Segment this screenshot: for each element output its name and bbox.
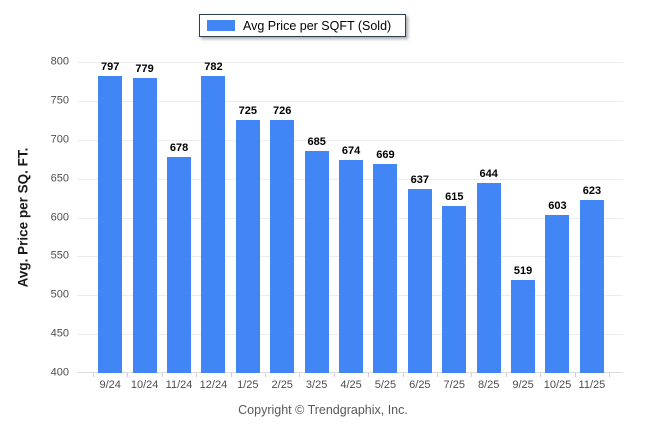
bar: [407, 188, 432, 373]
y-tick-label: 450: [50, 327, 69, 340]
bar-value-label: 674: [341, 144, 361, 157]
bar: [339, 159, 364, 373]
x-tick-label: 6/25: [409, 379, 431, 391]
x-axis-tick: [299, 373, 301, 377]
x-axis-tick: [127, 373, 129, 377]
x-axis-tick: [609, 373, 610, 377]
x-tick-label: 3/25: [305, 379, 328, 391]
bar-value-label: 797: [101, 61, 120, 73]
bar: [132, 78, 157, 373]
bar-column: 637: [403, 62, 437, 373]
bar-column: 678: [162, 62, 196, 373]
bar: [98, 76, 123, 373]
bar-column: 674: [334, 62, 368, 373]
bar-value-label: 603: [548, 200, 567, 213]
gridline: [77, 100, 623, 102]
legend-box: Avg Price per SQFT (Sold): [199, 14, 407, 37]
bar-column: 519: [506, 62, 540, 373]
plot-area: 797 779 678 782 725 726 685 674 669 637 615 644 519 6…: [77, 62, 623, 373]
bar: [235, 120, 260, 373]
x-tick-label: 4/25: [340, 379, 362, 391]
bar-column: 725: [231, 62, 265, 373]
bar: [442, 205, 467, 373]
bar: [201, 76, 226, 373]
bar-column: 603: [540, 62, 574, 373]
bar-value-label: 779: [135, 63, 154, 76]
bars-container: 797 779 678 782 725 726 685 674 669 637 615 644 519 6…: [77, 62, 623, 373]
bar-column: 623: [575, 62, 609, 373]
y-tick-label: 700: [50, 133, 69, 146]
legend-swatch: [207, 20, 235, 31]
y-tick-label: 650: [50, 172, 69, 185]
x-tick-label: 7/25: [443, 379, 465, 391]
x-axis-tick: [505, 373, 507, 377]
x-tick-label: 9/25: [512, 379, 534, 391]
bar-value-label: 519: [513, 265, 533, 278]
gridline: [77, 62, 623, 63]
x-axis-tick: [93, 373, 94, 377]
x-axis-tick: [437, 373, 438, 377]
y-tick-label: 550: [50, 249, 69, 262]
x-axis-tick: [368, 373, 370, 377]
bar: [167, 156, 192, 373]
bar: [476, 183, 501, 373]
y-tick-label: 600: [50, 211, 69, 223]
bar-column: 669: [368, 62, 402, 373]
bar-value-label: 615: [445, 190, 464, 203]
x-axis-tick: [540, 373, 542, 377]
x-axis-tick-labels: 9/24 10/24 11/24 12/24 1/25 2/25 3/25 4/25 5/25 6…: [77, 379, 623, 391]
bar-column: 615: [437, 62, 471, 373]
x-axis-ticks: [77, 373, 623, 378]
bar-value-label: 685: [307, 136, 326, 149]
bar-value-label: 669: [376, 148, 395, 161]
x-tick-label: 10/24: [130, 379, 159, 391]
y-tick-label: 800: [50, 55, 69, 68]
x-axis-tick: [265, 373, 266, 377]
x-tick-label: 1/25: [237, 379, 259, 391]
gridline: [77, 139, 623, 141]
bar-column: 779: [127, 62, 161, 373]
x-tick-label: 12/24: [199, 379, 228, 391]
bar-column: 644: [471, 62, 505, 373]
legend-label: Avg Price per SQFT (Sold): [243, 18, 392, 33]
bar: [579, 199, 604, 373]
bar: [511, 280, 536, 373]
x-tick-label: 10/25: [543, 379, 572, 391]
bar-value-label: 782: [204, 61, 223, 73]
y-axis-tick-labels: 400 450 500 550 600 650 700 750 800: [0, 56, 72, 378]
bar-value-label: 623: [582, 184, 602, 197]
x-axis-tick: [333, 373, 335, 377]
x-tick-label: 5/25: [374, 379, 397, 391]
bar-column: 685: [299, 62, 333, 373]
x-tick-label: 11/25: [578, 379, 606, 391]
x-tick-label: 2/25: [271, 379, 293, 391]
bar-column: 797: [93, 62, 127, 373]
bar-value-label: 644: [479, 168, 498, 181]
x-axis-tick: [230, 373, 232, 377]
x-axis-tick: [471, 373, 473, 377]
bar-column: 726: [265, 62, 299, 373]
bar: [304, 151, 329, 373]
y-tick-label: 400: [50, 366, 69, 379]
bar-value-label: 678: [169, 141, 189, 154]
y-tick-label: 750: [50, 94, 69, 107]
bar: [545, 215, 570, 373]
x-axis-tick: [574, 373, 576, 377]
y-tick-label: 500: [50, 288, 69, 301]
x-axis-tick: [196, 373, 198, 377]
bar-column: 782: [196, 62, 230, 373]
bar-value-label: 637: [410, 173, 430, 186]
bar-value-label: 726: [273, 104, 292, 117]
bar: [373, 163, 398, 373]
bar-value-label: 725: [238, 105, 257, 118]
x-axis-tick: [161, 373, 163, 377]
x-tick-label: 9/24: [99, 379, 121, 391]
x-axis-tick: [402, 373, 404, 377]
bar: [270, 119, 295, 373]
x-tick-label: 8/25: [477, 379, 500, 391]
x-tick-label: 11/24: [165, 379, 193, 391]
footer-text: Copyright © Trendgraphix, Inc.: [238, 403, 408, 417]
